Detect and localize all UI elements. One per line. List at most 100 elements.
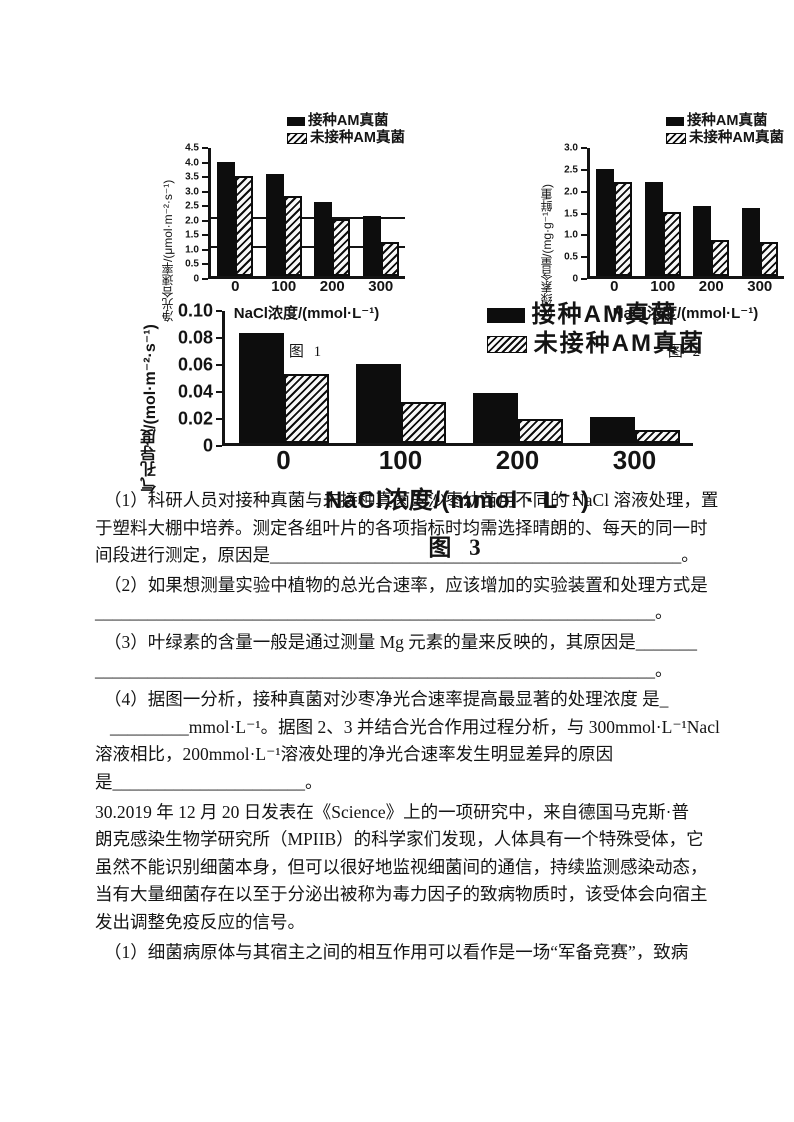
question-30-intro: 30.2019 年 12 月 20 日发表在《Science》上的一项研究中，来… <box>95 799 713 937</box>
y-tick-label: 1.5 <box>564 208 578 219</box>
legend-item: 接种AM真菌 <box>486 301 705 329</box>
y-tick-label: 2.5 <box>564 164 578 176</box>
y-tick-label: 0.5 <box>564 251 578 263</box>
text-line: 朗克感染生物学研究所（MPIIB）的科学家们发现，人体具有一个特殊受体，它 <box>95 829 704 850</box>
x-tick-label: 200 <box>698 278 724 295</box>
legend-label: 接种AM真菌 <box>531 301 677 328</box>
y-tick-label: 0.5 <box>185 258 199 270</box>
solid-bar <box>472 392 518 443</box>
y-tick-mark <box>202 248 208 251</box>
solid-bar <box>265 173 284 276</box>
y-tick-label: 0.08 <box>177 327 213 348</box>
y-tick-label: 1.5 <box>185 229 199 241</box>
text-line: 30.2019 年 12 月 20 日发表在《Science》上的一项研究中，来… <box>95 801 689 822</box>
x-tick-label: 100 <box>650 278 676 295</box>
hatch-bar-swatch <box>286 132 307 144</box>
y-tick-mark <box>581 256 587 259</box>
solid-bar <box>596 169 615 276</box>
hatch-bar <box>759 241 778 276</box>
bar-group <box>639 148 688 276</box>
chart-legend: 接种AM真菌 未接种AM真菌 <box>665 113 784 146</box>
y-tick-mark <box>216 418 222 420</box>
hatch-bar <box>517 419 563 443</box>
y-tick-label: 0.10 <box>177 300 213 321</box>
hatch-bar-swatch <box>486 335 527 353</box>
figure-caption: 图 1 <box>288 344 325 360</box>
plot-column: 0 100 200 300 NaCl浓度/(mmol · L⁻¹) 图 3 <box>222 311 693 562</box>
y-tick-mark <box>202 147 208 149</box>
y-tick-label: 1.0 <box>564 229 578 241</box>
text-line: 当有大量细菌存在以至于分泌出被称为毒力因子的致病物质时，该受体会向宿主 <box>95 884 708 905</box>
bar-group <box>225 311 342 443</box>
question-text-block: （1）科研人员对接种真菌与未接种真菌的沙枣幼苗用不同的 NaCl 溶液处理，置 … <box>95 487 720 968</box>
hatch-bar <box>380 241 399 276</box>
y-tick-mark <box>202 176 208 179</box>
figure-caption: 图 3 <box>428 535 487 560</box>
x-tick-label: 300 <box>612 445 657 475</box>
hatch-bar <box>283 374 329 443</box>
figures-row: 接种AM真菌 未接种AM真菌 净光合速率/(μmol·m⁻²·s⁻¹) 4.5 4.0 3… <box>118 97 794 377</box>
y-tick-mark <box>202 263 208 266</box>
bar-group <box>576 311 693 443</box>
legend-label: 未接种AM真菌 <box>533 330 705 357</box>
hatch-bar <box>332 219 351 276</box>
legend-label: 未接种AM真菌 <box>688 130 784 146</box>
y-tick-mark <box>202 205 208 208</box>
bar-group <box>590 148 639 276</box>
solid-bar <box>362 216 381 276</box>
x-tick-label: 100 <box>271 278 297 295</box>
text-line: 于塑料大棚中培养。测定各组叶片的各项指标时均需选择晴朗的、每天的同一时 <box>95 517 708 538</box>
x-tick-label: 0 <box>610 278 619 295</box>
text-line: （4）据图一分析，接种真菌对沙枣净光合速率提高最显著的处理浓度 是_ <box>104 689 669 710</box>
y-tick-mark <box>216 310 222 312</box>
hatch-bar <box>614 182 633 276</box>
solid-bar <box>644 182 663 276</box>
y-tick-label: 3.0 <box>185 186 199 198</box>
x-axis-label: NaCl浓度/(mmol · L⁻¹) <box>325 487 590 514</box>
x-tick-label: 200 <box>319 278 345 295</box>
bar-group <box>357 148 406 276</box>
x-tick-label: 100 <box>378 445 423 475</box>
plot-area: 0 100 200 300 <box>222 311 693 475</box>
hatch-bar <box>634 429 680 443</box>
text-line-with-blank: 间段进行测定，原因是______________________________… <box>95 545 699 566</box>
legend-label: 接种AM真菌 <box>686 113 768 129</box>
y-tick-mark <box>216 364 222 366</box>
hatch-bar <box>400 402 446 443</box>
gridline <box>211 245 405 248</box>
gridline <box>211 217 405 220</box>
y-tick-label: 0.06 <box>177 354 213 375</box>
hatch-bar <box>283 196 302 276</box>
question-29-4: （4）据图一分析，接种真菌对沙枣净光合速率提高最显著的处理浓度 是_ _____… <box>95 686 720 796</box>
question-29-1: （1）科研人员对接种真菌与未接种真菌的沙枣幼苗用不同的 NaCl 溶液处理，置 … <box>95 487 718 570</box>
question-29-3: （3）叶绿素的含量一般是通过测量 Mg 元素的量来反映的，其原因是_______… <box>95 629 713 684</box>
text-line-with-blank: ________________________________________… <box>95 659 673 680</box>
hatch-bar <box>711 239 730 276</box>
solid-bar-swatch <box>286 116 305 126</box>
y-tick-label: 3.5 <box>185 171 199 183</box>
bar-group <box>211 148 260 276</box>
x-axis-label: NaCl浓度/(mmol·L⁻¹) <box>612 305 759 322</box>
y-tick-label: 0 <box>202 435 213 456</box>
x-tick-label: 200 <box>495 445 540 475</box>
y-tick-mark <box>202 161 208 164</box>
text-line: （1）细菌病原体与其宿主之间的相互作用可以看作是一场“军备竞赛”，致病 <box>104 941 689 962</box>
solid-bar <box>355 363 401 443</box>
y-tick-label: 2.0 <box>185 215 199 227</box>
y-tick-label: 0 <box>193 273 199 285</box>
bar-group <box>260 148 309 276</box>
bar-group <box>687 148 736 276</box>
text-line: （2）如果想测量实验中植物的总光合速率，应该增加的实验装置和处理方式是 <box>104 574 708 595</box>
y-tick-label: 0 <box>572 273 578 285</box>
y-tick-label: 1.0 <box>185 244 199 256</box>
y-tick-label: 4.5 <box>185 142 199 154</box>
plot-column: 0 100 200 300 NaCl浓度/(mmol·L⁻¹) 图 2 <box>587 148 784 361</box>
figure-1-net-photosynthesis-chart: 接种AM真菌 未接种AM真菌 净光合速率/(μmol·m⁻²·s⁻¹) 4.5 4.0 3… <box>158 113 405 361</box>
bar-group <box>736 148 785 276</box>
hatch-bar <box>235 176 254 276</box>
y-tick-label: 0.04 <box>177 381 213 402</box>
hatch-bar-swatch <box>665 132 686 144</box>
legend-item: 接种AM真菌 <box>665 113 784 129</box>
text-line-with-blank: ________________________________________… <box>95 602 673 623</box>
chart-body: 叶绿素含量/(mg·g⁻¹鲜重) 3.0 2.5 2.0 1.5 1.0 0.5 0 0 100 2… <box>537 143 784 361</box>
